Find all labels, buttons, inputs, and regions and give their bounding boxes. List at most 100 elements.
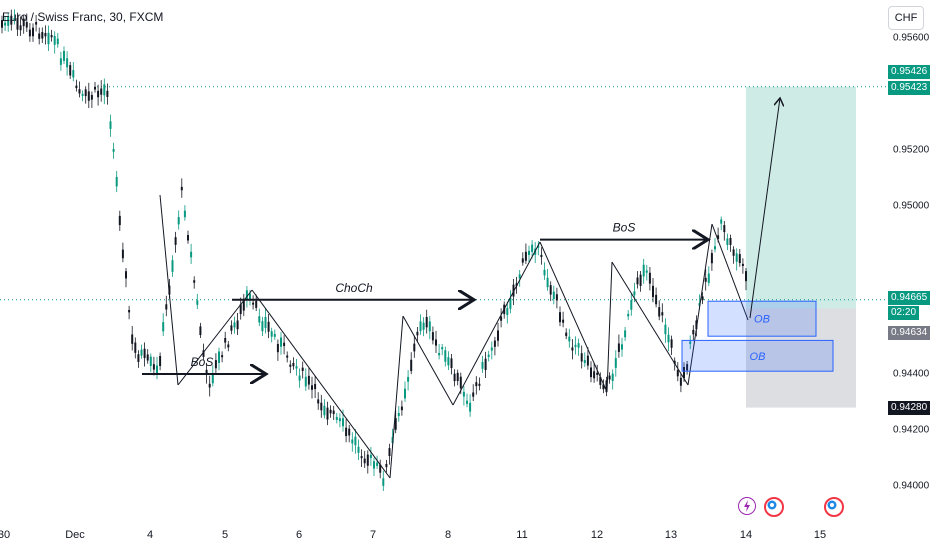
candle-body (661, 312, 664, 316)
candle-body (636, 277, 639, 285)
price-tick: 0.94400 (893, 368, 930, 380)
candle-body (149, 356, 152, 366)
candle-body (270, 331, 273, 337)
candle-body (617, 343, 620, 352)
candle-body (599, 377, 602, 385)
candle-body (630, 300, 633, 310)
candle-body (487, 354, 490, 357)
candle-body (360, 456, 363, 459)
candle-body (462, 391, 465, 397)
reward-zone (746, 86, 856, 309)
candle-body (456, 372, 459, 382)
candle-body (208, 383, 211, 388)
candle-body (156, 365, 158, 374)
candle-body (379, 464, 382, 473)
candle-body (602, 384, 605, 390)
candle-body (683, 366, 685, 379)
candle-body (425, 316, 428, 328)
candle-body (670, 339, 673, 348)
candle-body (317, 399, 320, 404)
candle-body (521, 258, 524, 263)
candle-body (32, 27, 34, 37)
projection-arrow (749, 98, 780, 319)
candle-body (162, 322, 165, 332)
candle-body (255, 300, 258, 308)
candle-body (314, 383, 317, 390)
candle-body (50, 35, 53, 38)
calendar-event-icon[interactable] (764, 497, 784, 517)
candle-body (664, 324, 667, 335)
last-price-tag: 0.94665 (888, 291, 931, 305)
time-tick: 14 (739, 529, 753, 541)
candle-body (658, 307, 661, 317)
calendar-event-icon[interactable] (824, 497, 844, 517)
candle-body (568, 336, 571, 342)
candle-body (202, 350, 205, 357)
time-tick: 11 (516, 529, 528, 541)
candle-body (583, 359, 586, 364)
candle-body (72, 70, 75, 78)
candle-body (152, 364, 155, 370)
lightning-icon[interactable] (738, 497, 756, 515)
candle-body (267, 321, 270, 332)
time-tick: 7 (369, 529, 377, 541)
symbol-title[interactable]: Euro / Swiss Franc, 30, FXCM (2, 10, 164, 24)
candle-body (376, 462, 379, 466)
candle-body (605, 380, 608, 393)
candle-body (180, 186, 183, 191)
candle-body (249, 293, 251, 301)
candle-body (633, 291, 636, 296)
price-tick: 0.94000 (893, 480, 930, 492)
candle-body (735, 253, 738, 262)
candle-body (726, 238, 729, 245)
candle-body (143, 348, 146, 359)
candle-body (100, 88, 103, 95)
candle-body (686, 364, 689, 371)
candle-body (413, 343, 416, 352)
candle-body (407, 376, 410, 382)
candle-body (478, 383, 481, 386)
candle-body (22, 18, 25, 27)
time-tick: Dec (65, 529, 85, 541)
candle-body (497, 330, 499, 341)
candle-body (543, 269, 546, 276)
candle-body (695, 320, 698, 330)
swing-line (159, 194, 179, 386)
candle-body (500, 316, 503, 321)
candle-body (112, 149, 115, 152)
candle-body (224, 338, 227, 343)
candle-body (53, 35, 56, 45)
candle-body (540, 254, 543, 258)
candle-body (416, 331, 419, 336)
candle-body (193, 280, 196, 283)
candle-body (183, 210, 186, 218)
candle-body (648, 272, 651, 284)
currency-button[interactable]: CHF (888, 6, 924, 30)
candle-body (385, 463, 388, 468)
candle-body (639, 274, 642, 286)
candle-body (506, 308, 509, 315)
candle-body (580, 353, 583, 362)
candle-body (738, 254, 741, 264)
candle-body (261, 321, 264, 332)
candle-body (81, 93, 84, 96)
candle-body (276, 343, 279, 353)
candle-body (531, 244, 534, 252)
candle-body (484, 358, 487, 371)
candle-body (590, 367, 592, 378)
candle-body (546, 277, 549, 288)
candle-body (611, 373, 614, 381)
candle-body (128, 309, 131, 313)
candle-body (87, 91, 90, 101)
candle-body (745, 271, 747, 282)
candle-body (211, 373, 214, 384)
candle-body (326, 407, 329, 420)
candle-body (624, 330, 627, 338)
candle-body (245, 290, 248, 301)
candle-body (397, 412, 400, 417)
candle-body (348, 428, 351, 436)
candle-body (218, 351, 220, 363)
swing-line (251, 289, 391, 479)
time-tick: 30 (0, 529, 11, 541)
